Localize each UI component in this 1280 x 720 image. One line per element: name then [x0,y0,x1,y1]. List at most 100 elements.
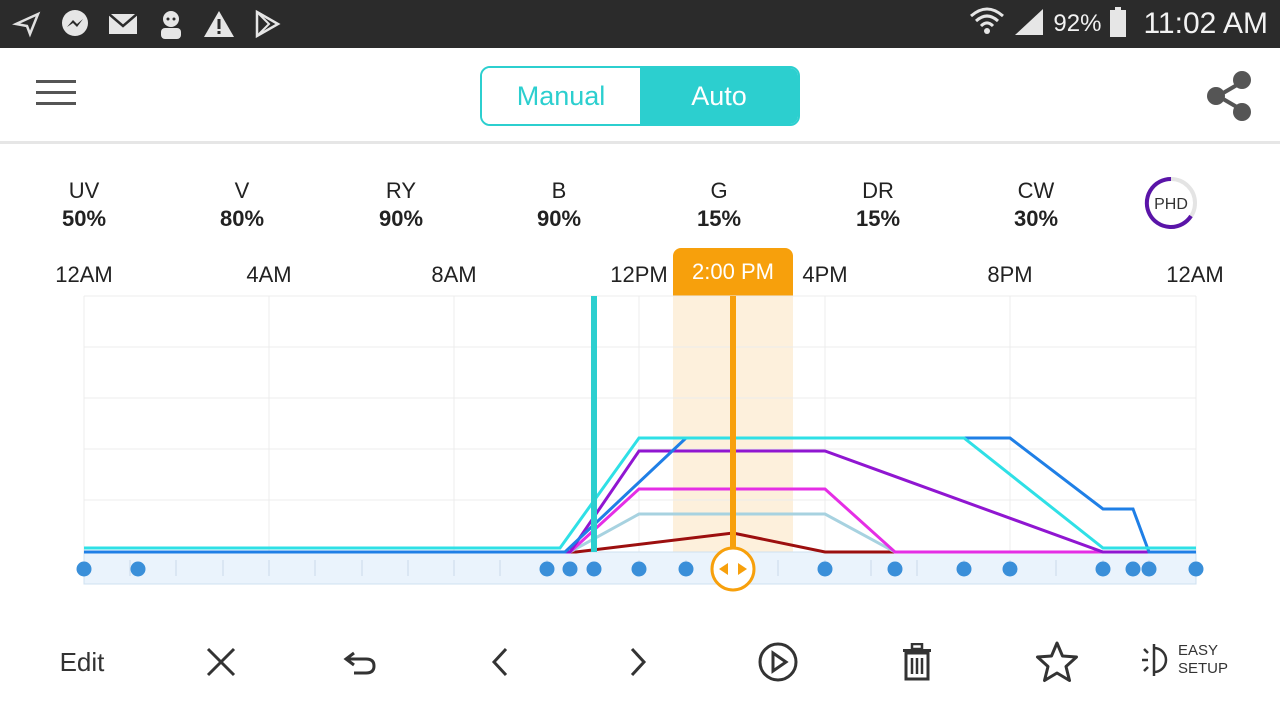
schedule-point[interactable] [1141,561,1157,577]
schedule-point[interactable] [1095,561,1111,577]
channel-value: 90% [378,206,424,231]
channel-v[interactable]: V 80% [182,178,302,232]
warning-icon [202,6,236,42]
curve-blue [84,436,1196,554]
chart-grid [83,295,1197,552]
undo-button[interactable] [330,638,390,686]
channel-name: DR [862,178,894,203]
arrow-right-icon [738,563,747,575]
schedule-point[interactable] [956,561,972,577]
schedule-point[interactable] [1125,561,1141,577]
schedule-point[interactable] [130,561,146,577]
curve-magenta [84,487,1196,554]
share-button[interactable] [1200,66,1260,126]
channel-cw[interactable]: CW 30% [976,178,1096,232]
current-time-marker[interactable]: 2:00 PM [673,248,793,296]
schedule-point[interactable] [539,561,555,577]
time-drag-handle[interactable] [710,546,756,592]
trash-icon [903,643,931,681]
edit-button[interactable]: Edit [50,638,114,686]
time-label: 12PM [610,262,668,287]
schedule-point[interactable] [887,561,903,577]
channel-ry[interactable]: RY 90% [341,178,461,232]
time-label: 4PM [802,262,848,287]
bulb-icon [1142,644,1168,676]
preset-badge-label: PHD [1154,196,1188,213]
status-bar: 92% 11:02 AM [0,0,1280,48]
schedule-point[interactable] [1188,561,1204,577]
wifi-icon [969,6,1005,43]
play-store-icon [250,6,284,42]
menu-button[interactable] [36,80,76,110]
current-time-line [730,296,736,552]
channel-name: V [234,178,250,203]
menu-icon-line [36,91,76,94]
schedule-point[interactable] [562,561,578,577]
channel-g[interactable]: G 15% [659,178,779,232]
play-icon [758,642,798,682]
battery-icon [1109,6,1127,43]
schedule-point[interactable] [586,561,602,577]
schedule-point[interactable] [678,561,694,577]
schedule-point[interactable] [1002,561,1018,577]
channel-name: G [710,178,728,203]
channel-value: 90% [536,206,582,231]
schedule-point[interactable] [76,561,92,577]
play-button[interactable] [748,638,808,686]
channel-uv[interactable]: UV 50% [24,178,144,232]
time-label: 12AM [1166,262,1224,287]
mode-toggle: Manual Auto [480,66,800,126]
delete-button[interactable] [887,638,947,686]
bottom-toolbar: Edit [0,620,1280,710]
curve-purple [84,449,1196,554]
channel-value: 80% [219,206,265,231]
time-label: 8AM [431,262,477,287]
signal-icon [1013,7,1045,42]
schedule-point[interactable] [631,561,647,577]
easy-setup-label-1: EASY [1178,642,1219,659]
curve-light-blue [84,512,1196,554]
app-header: Manual Auto [0,48,1280,144]
easy-setup-button[interactable]: EASY SETUP [1140,640,1228,680]
edit-label: Edit [59,646,105,677]
channel-name: RY [385,178,417,203]
next-button[interactable] [608,638,668,686]
channel-dr[interactable]: DR 15% [818,178,938,232]
channel-value: 15% [696,206,742,231]
favorite-button[interactable] [1027,638,1087,686]
avatar-icon [154,6,188,42]
previous-button[interactable] [470,638,530,686]
now-indicator-line [591,296,597,552]
mode-auto-button[interactable]: Auto [640,68,798,124]
close-button[interactable] [191,638,251,686]
channel-value: 30% [1013,206,1059,231]
channel-name: CW [1017,178,1055,203]
mail-icon [106,6,140,42]
time-label: 12AM [55,262,113,287]
navigation-icon [10,6,44,42]
channel-value: 15% [855,206,901,231]
schedule-points [76,561,1204,577]
curve-cyan [84,436,1196,550]
channel-name: UV [68,178,100,203]
channel-b[interactable]: B 90% [499,178,619,232]
time-label: 4AM [246,262,292,287]
share-icon [1207,71,1251,121]
messenger-icon [58,6,92,42]
easy-setup-label-2: SETUP [1178,660,1229,677]
time-label: 8PM [987,262,1033,287]
menu-icon-line [36,80,76,83]
chevron-right-icon [630,647,647,677]
battery-percent: 92% [1053,10,1102,37]
schedule-chart [76,295,1204,592]
undo-icon [343,651,376,675]
menu-icon-line [36,102,76,105]
schedule-point[interactable] [817,561,833,577]
channel-value: 50% [61,206,107,231]
preset-badge[interactable]: PHD [1143,175,1199,231]
arrow-left-icon [719,563,728,575]
channel-name: B [551,178,567,203]
star-icon [1036,641,1078,682]
clock: 11:02 AM [1143,7,1268,40]
mode-manual-button[interactable]: Manual [482,68,640,124]
